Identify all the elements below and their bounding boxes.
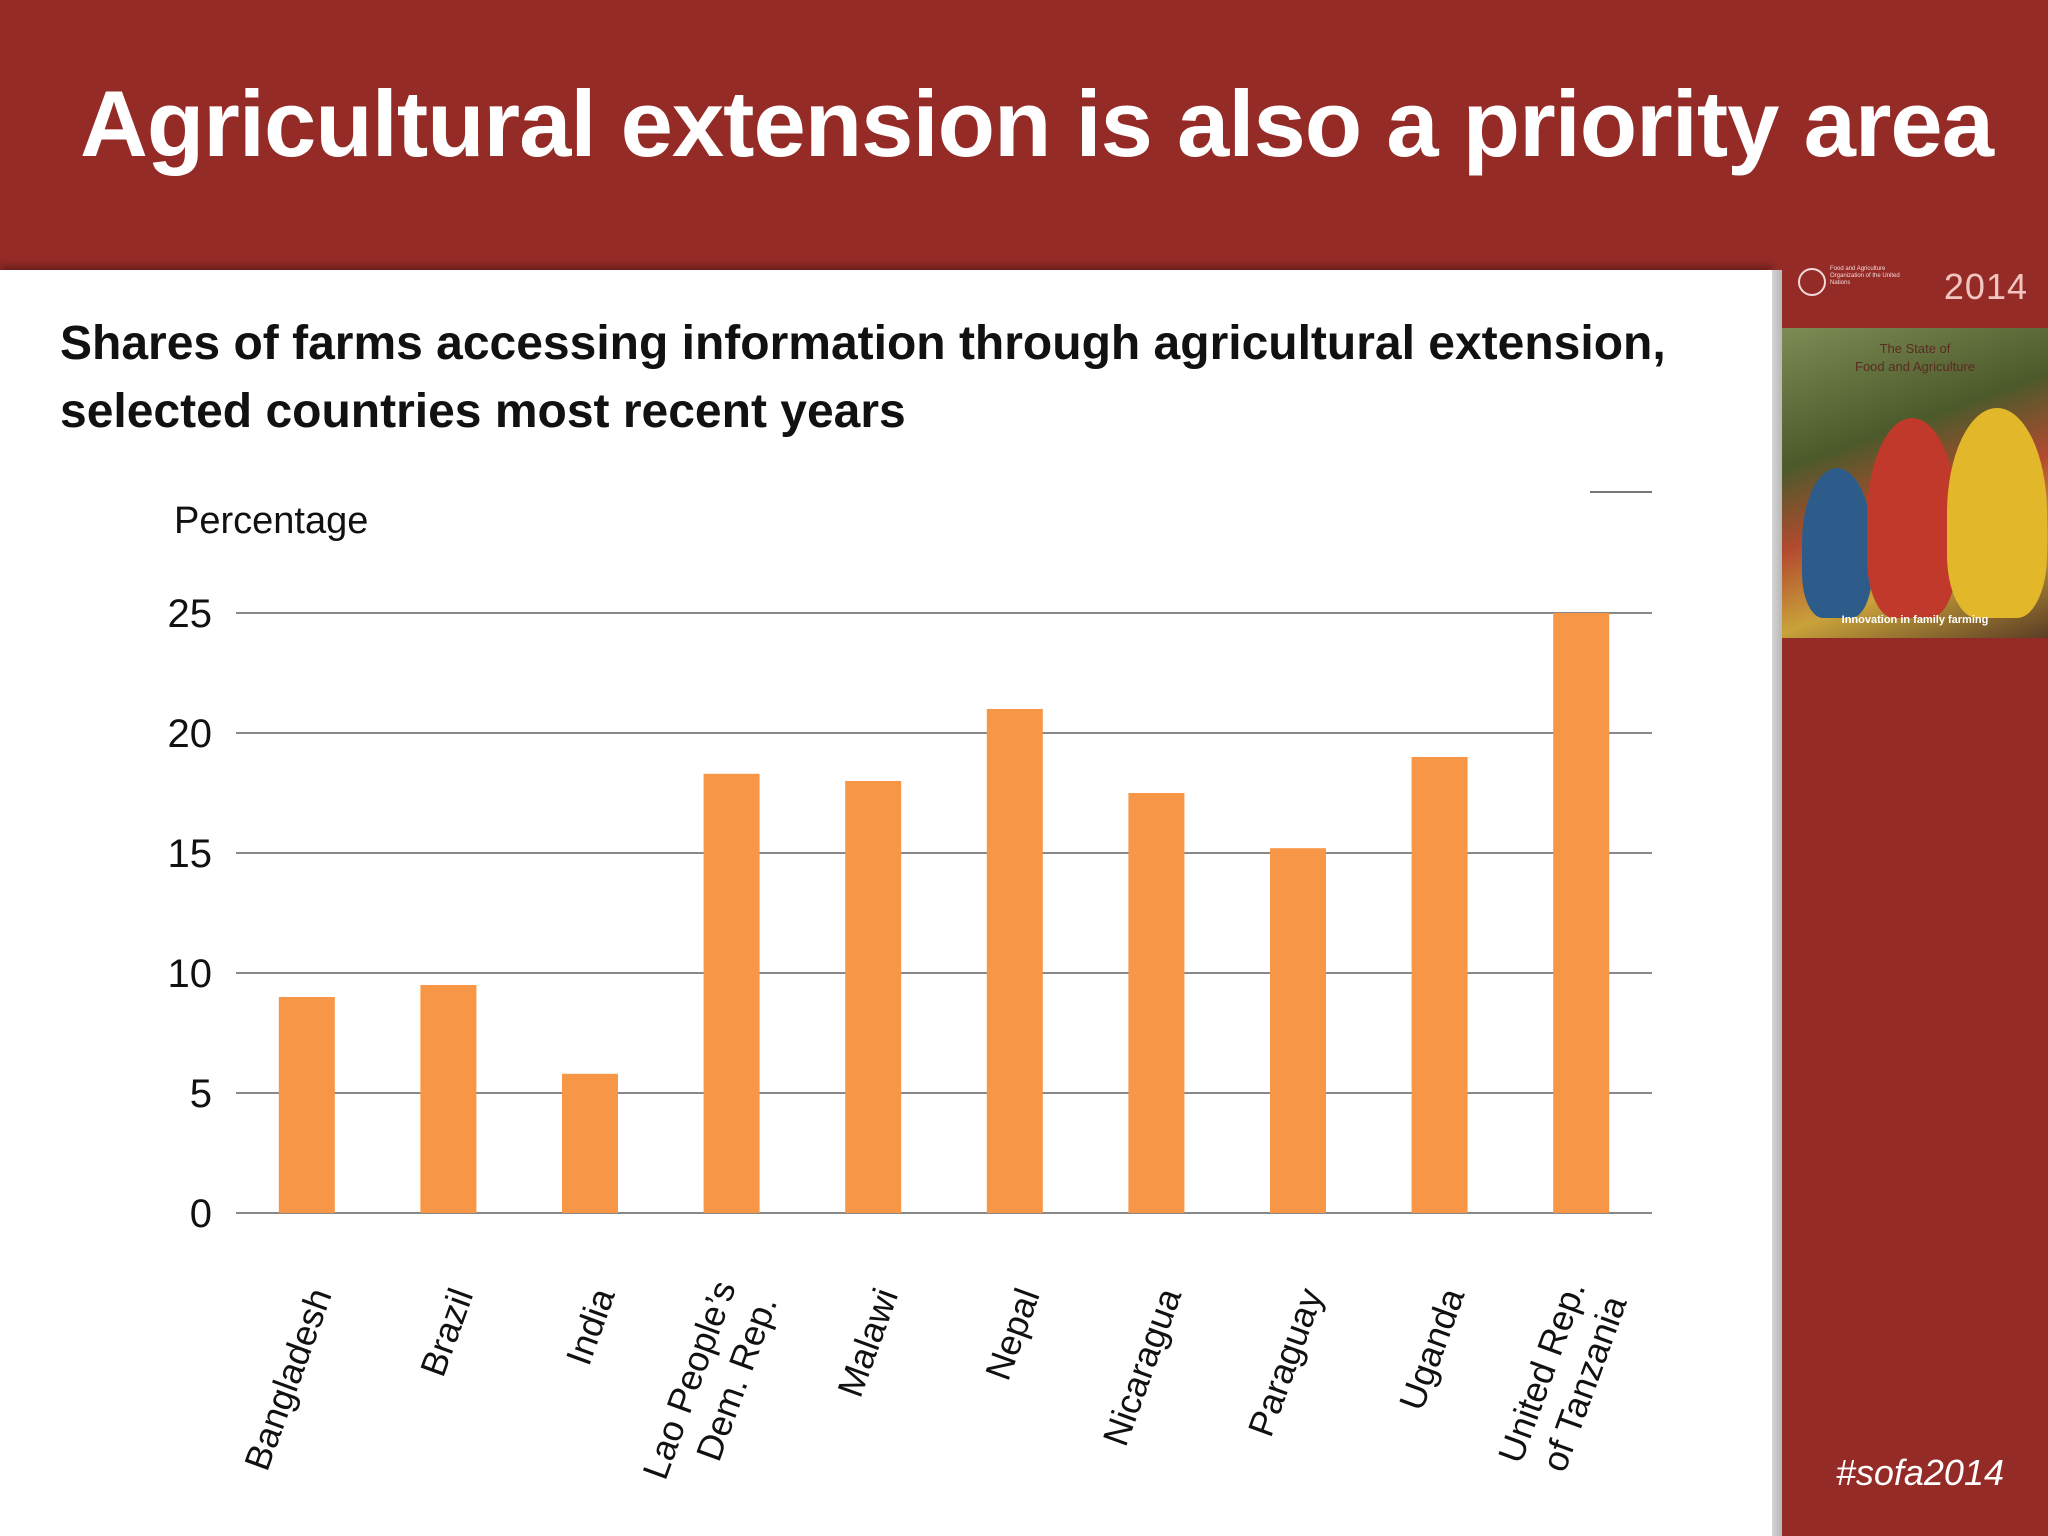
- x-tick-label-line: Malawi: [829, 1283, 906, 1402]
- chart-panel: Shares of farms accessing information th…: [0, 270, 1772, 1536]
- bar-8: [1411, 757, 1468, 1213]
- x-tick-label: Brazil: [412, 1283, 481, 1382]
- bar-3: [703, 773, 760, 1213]
- bar-0: [278, 997, 335, 1213]
- x-tick-label: Nepal: [977, 1283, 1048, 1385]
- x-tick-label-line: Nicaragua: [1095, 1282, 1190, 1451]
- x-tick-label: Uganda: [1391, 1282, 1473, 1415]
- y-tick-label: 20: [168, 712, 213, 756]
- x-tick-label: Paraguay: [1240, 1283, 1331, 1442]
- slide-title: Agricultural extension is also a priorit…: [80, 71, 1994, 176]
- x-tick-label-line: Paraguay: [1240, 1283, 1331, 1442]
- x-tick-label: Bangladesh: [236, 1283, 340, 1476]
- cover-figure-right: [1947, 408, 2047, 618]
- x-tick-label-line: Nepal: [977, 1283, 1048, 1385]
- x-tick-label: India: [558, 1282, 624, 1370]
- x-tick-label-group: Brazil: [412, 1283, 481, 1382]
- chart-title-line-2: selected countries most recent years: [60, 385, 906, 438]
- chart-title-line-1: Shares of farms accessing information th…: [60, 317, 1666, 370]
- x-tick-label-line: India: [558, 1282, 624, 1370]
- report-cover-thumbnail: Food and Agriculture Organization of the…: [1782, 252, 2048, 638]
- x-tick-label-group: Uganda: [1391, 1282, 1473, 1415]
- bar-1: [420, 985, 477, 1213]
- bar-chart: Percentage 0 5 10 15 20 25 Bangladesh Brazil Indi…: [168, 491, 1652, 1499]
- y-tick-label: 0: [190, 1192, 212, 1236]
- cover-year: 2014: [1943, 266, 2028, 307]
- x-tick-label-group: Nepal: [977, 1283, 1048, 1385]
- cover-tagline: Innovation in family farming: [1841, 614, 1989, 626]
- bar-4: [845, 781, 902, 1213]
- x-tick-label-group: Bangladesh: [236, 1283, 340, 1476]
- y-tick-label: 15: [168, 832, 213, 876]
- x-tick-label-group: Paraguay: [1240, 1283, 1331, 1442]
- bar-7: [1270, 848, 1326, 1213]
- bar-5: [986, 709, 1043, 1213]
- chart-title: Shares of farms accessing information th…: [60, 310, 1750, 446]
- y-tick-label: 25: [168, 592, 213, 636]
- cover-photo: The State of Food and Agriculture Innova…: [1782, 328, 2048, 638]
- fao-logo-icon: [1798, 268, 1826, 296]
- cover-figure-left: [1802, 468, 1872, 618]
- x-tick-label-group: United Rep.of Tanzania: [1490, 1274, 1635, 1483]
- bar-9: [1553, 613, 1610, 1213]
- bar-2: [562, 1073, 618, 1213]
- x-tick-label-line: Uganda: [1391, 1282, 1473, 1415]
- bar-6: [1128, 793, 1185, 1213]
- cover-org-text: Food and Agriculture Organization of the…: [1830, 266, 1900, 286]
- panel-shadow: [1772, 270, 1782, 1536]
- cover-header: Food and Agriculture Organization of the…: [1782, 252, 2048, 328]
- x-tick-label-line: Bangladesh: [236, 1283, 340, 1476]
- y-tick-label: 10: [168, 952, 213, 996]
- x-tick-label-group: Nicaragua: [1095, 1282, 1190, 1451]
- cover-title-line-2: Food and Agriculture: [1855, 359, 1975, 374]
- cover-title: The State of Food and Agriculture: [1782, 340, 2048, 376]
- x-tick-label-group: Malawi: [829, 1283, 906, 1402]
- hashtag: #sofa2014: [1835, 1452, 2004, 1493]
- x-tick-label: Lao People’sDem. Rep.: [634, 1275, 785, 1499]
- x-tick-label-group: India: [558, 1282, 624, 1370]
- x-tick-label: Nicaragua: [1095, 1282, 1190, 1451]
- x-tick-label: Malawi: [829, 1283, 906, 1402]
- x-tick-label-line: Brazil: [412, 1283, 481, 1382]
- cover-figure-center: [1867, 418, 1957, 618]
- slide-header: Agricultural extension is also a priorit…: [0, 0, 2048, 266]
- y-axis-label: Percentage: [174, 500, 368, 542]
- cover-title-line-1: The State of: [1879, 341, 1951, 356]
- x-tick-label-group: Lao People’sDem. Rep.: [634, 1275, 785, 1499]
- x-tick-label: United Rep.of Tanzania: [1490, 1274, 1635, 1483]
- y-tick-label: 5: [190, 1072, 212, 1116]
